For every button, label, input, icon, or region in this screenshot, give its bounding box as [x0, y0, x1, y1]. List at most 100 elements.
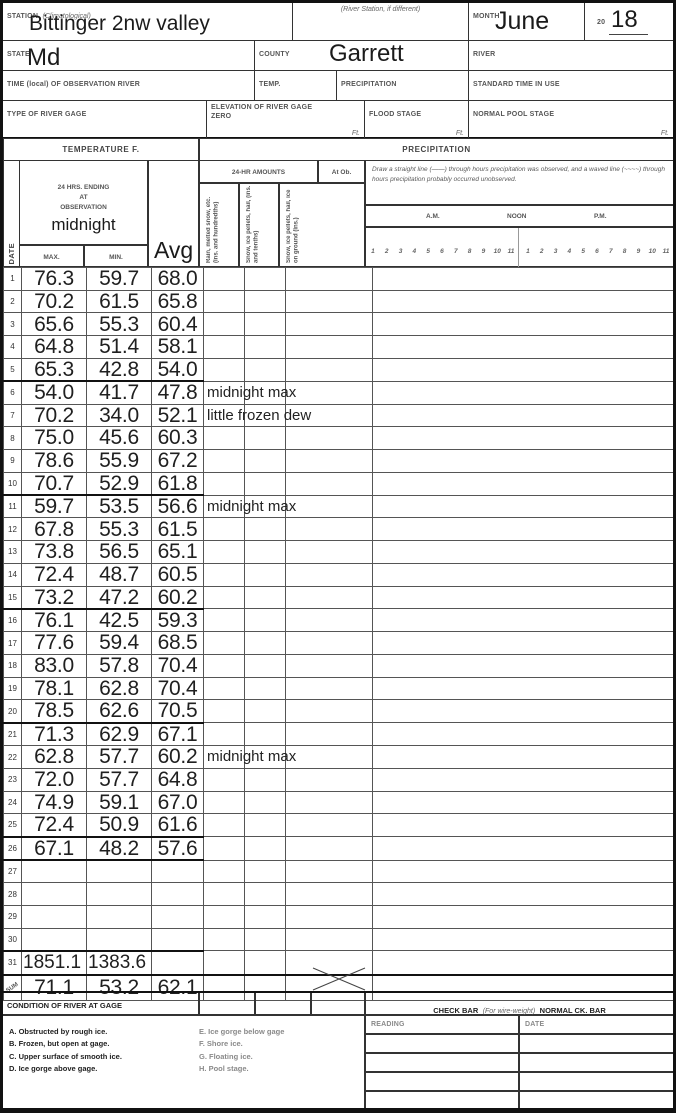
- precip-ground-cell[interactable]: [285, 631, 373, 655]
- row-max-cell[interactable]: 72.4: [21, 562, 87, 587]
- row-avg-cell[interactable]: 60.3: [151, 426, 204, 450]
- row-avg-cell[interactable]: 65.1: [151, 540, 204, 564]
- row-min-cell[interactable]: [86, 882, 152, 906]
- precip-hour-grid-cell[interactable]: [372, 335, 673, 359]
- precip-ground-cell[interactable]: [285, 357, 373, 382]
- row-max-cell[interactable]: [21, 859, 87, 884]
- row-avg-cell[interactable]: 47.8: [151, 380, 204, 405]
- precip-rain-cell[interactable]: [203, 631, 245, 655]
- precip-ground-cell[interactable]: [285, 312, 373, 337]
- standard-time-cell[interactable]: STANDARD TIME IN USE: [469, 71, 673, 101]
- month-cell[interactable]: MONTH June: [469, 3, 585, 41]
- row-min-cell[interactable]: 48.2: [86, 836, 152, 862]
- row-min-cell[interactable]: [86, 927, 152, 952]
- precip-snow-cell[interactable]: [244, 676, 286, 701]
- precip-hour-grid-cell[interactable]: [372, 722, 673, 747]
- precip-rain-cell[interactable]: [203, 540, 245, 564]
- row-max-cell[interactable]: 73.2: [21, 585, 87, 610]
- precip-hour-grid-cell[interactable]: [372, 289, 673, 314]
- type-gage-cell[interactable]: TYPE OF RIVER GAGE: [3, 101, 207, 139]
- row-avg-cell[interactable]: 67.1: [151, 722, 204, 747]
- precip-ground-cell[interactable]: [285, 403, 373, 428]
- row-max-cell[interactable]: 64.8: [21, 335, 87, 359]
- precip-snow-cell[interactable]: [244, 517, 286, 542]
- precip-ground-cell[interactable]: [285, 448, 373, 473]
- row-avg-cell[interactable]: 64.8: [151, 767, 204, 792]
- precip-ground-cell[interactable]: [285, 562, 373, 587]
- elevation-cell[interactable]: ELEVATION OF RIVER GAGE ZERO Ft.: [207, 101, 365, 139]
- precip-hour-grid-cell[interactable]: [372, 882, 673, 906]
- precip-ground-cell[interactable]: [285, 267, 373, 291]
- precip-hour-grid-cell[interactable]: [372, 380, 673, 405]
- precip-rain-cell[interactable]: [203, 448, 245, 473]
- precip-ground-cell[interactable]: [285, 882, 373, 906]
- precip-hour-grid-cell[interactable]: [372, 267, 673, 291]
- row-max-cell[interactable]: 78.1: [21, 676, 87, 701]
- precip-hour-grid-cell[interactable]: [372, 471, 673, 496]
- precip-hour-grid-cell[interactable]: [372, 676, 673, 701]
- precip-snow-cell[interactable]: [244, 403, 286, 428]
- row-max-cell[interactable]: 76.3: [21, 267, 87, 291]
- precip-snow-cell[interactable]: [244, 950, 286, 976]
- precip-ground-cell[interactable]: [285, 927, 373, 952]
- precip-snow-cell[interactable]: [244, 722, 286, 747]
- row-min-cell[interactable]: 42.5: [86, 608, 152, 633]
- precip-snow-cell[interactable]: [244, 335, 286, 359]
- river-station-cell[interactable]: (River Station, if different): [293, 3, 469, 41]
- max-column-header[interactable]: MAX.: [20, 245, 84, 267]
- row-max-cell[interactable]: 73.8: [21, 540, 87, 564]
- precip-ground-cell[interactable]: [285, 289, 373, 314]
- row-max-cell[interactable]: 70.2: [21, 289, 87, 314]
- precip-ground-cell[interactable]: [285, 699, 373, 724]
- precip-rain-cell[interactable]: [203, 471, 245, 496]
- precip-snow-cell[interactable]: [244, 357, 286, 382]
- row-min-cell[interactable]: 34.0: [86, 403, 152, 428]
- precip-hour-grid-cell[interactable]: [372, 654, 673, 678]
- sum-min-cell[interactable]: 1383.6: [86, 949, 152, 976]
- precip-ground-cell[interactable]: [285, 540, 373, 564]
- row-max-cell[interactable]: [21, 927, 87, 952]
- precip-rain-cell[interactable]: [203, 927, 245, 952]
- precip-hour-grid-cell[interactable]: [372, 631, 673, 655]
- precip-ground-cell[interactable]: [285, 745, 373, 769]
- precip-rain-cell[interactable]: [203, 403, 245, 428]
- precip-ground-cell[interactable]: [285, 585, 373, 610]
- row-max-cell[interactable]: 67.1: [21, 836, 87, 862]
- row-avg-cell[interactable]: 60.2: [151, 585, 204, 610]
- check-bar-row-4-reading[interactable]: [365, 1091, 519, 1108]
- precip-rain-cell[interactable]: [203, 357, 245, 382]
- row-min-cell[interactable]: 48.7: [86, 562, 152, 587]
- precip-hour-grid-cell[interactable]: [372, 540, 673, 564]
- row-min-cell[interactable]: 55.3: [86, 517, 152, 542]
- check-bar-row-2-reading[interactable]: [365, 1053, 519, 1072]
- precip-rain-cell[interactable]: [203, 882, 245, 906]
- precip-ground-cell[interactable]: [285, 608, 373, 633]
- precip-rain-cell[interactable]: [203, 676, 245, 701]
- row-max-cell[interactable]: 78.6: [21, 448, 87, 473]
- row-min-cell[interactable]: 50.9: [86, 813, 152, 838]
- precip-ground-cell[interactable]: [285, 790, 373, 815]
- row-min-cell[interactable]: 56.5: [86, 540, 152, 564]
- check-bar-row-3-date[interactable]: [519, 1072, 673, 1091]
- row-min-cell[interactable]: 57.8: [86, 654, 152, 678]
- row-max-cell[interactable]: 72.4: [21, 813, 87, 838]
- precip-snow-cell[interactable]: [244, 813, 286, 838]
- flood-stage-cell[interactable]: FLOOD STAGE Ft.: [365, 101, 469, 139]
- precip-snow-cell[interactable]: [244, 904, 286, 929]
- river-cell[interactable]: RIVER: [469, 41, 673, 71]
- row-min-cell[interactable]: 47.2: [86, 585, 152, 610]
- row-avg-cell[interactable]: 70.4: [151, 676, 204, 701]
- row-avg-cell[interactable]: 60.5: [151, 562, 204, 587]
- check-bar-row-4-date[interactable]: [519, 1091, 673, 1108]
- row-avg-cell[interactable]: 52.1: [151, 403, 204, 428]
- row-max-cell[interactable]: 59.7: [21, 494, 87, 519]
- precip-hour-grid-cell[interactable]: [372, 790, 673, 815]
- precip-rain-cell[interactable]: [203, 380, 245, 405]
- row-avg-cell[interactable]: 58.1: [151, 335, 204, 359]
- check-bar-row-1-date[interactable]: [519, 1034, 673, 1053]
- row-avg-cell[interactable]: 56.6: [151, 494, 204, 519]
- row-max-cell[interactable]: 75.0: [21, 426, 87, 450]
- precip-rain-cell[interactable]: [203, 517, 245, 542]
- precip-snow-cell[interactable]: [244, 790, 286, 815]
- avg-column-header[interactable]: Avg: [148, 161, 199, 267]
